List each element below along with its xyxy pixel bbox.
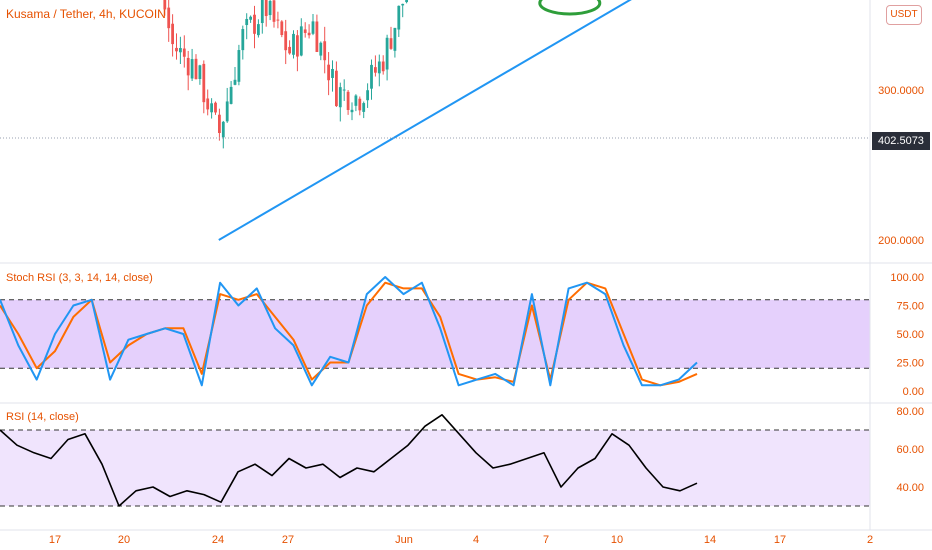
rsi-axis-tick: 60.00 xyxy=(896,444,924,456)
time-axis-tick: 17 xyxy=(49,534,61,546)
candle-body xyxy=(210,103,213,113)
price-axis-tick: 200.0000 xyxy=(878,235,924,247)
stoch-axis-tick: 75.00 xyxy=(896,301,924,313)
candle-body xyxy=(338,87,342,108)
candle-body xyxy=(311,21,315,34)
time-axis-tick: 2 xyxy=(867,534,873,546)
candle-body xyxy=(245,18,249,26)
stoch-axis-tick: 0.00 xyxy=(903,386,924,398)
candle-body xyxy=(276,19,280,21)
stoch-k-line xyxy=(0,276,698,387)
stoch-axis-tick: 50.00 xyxy=(896,329,924,341)
candle-body xyxy=(319,42,323,56)
stoch-axis-tick: 25.00 xyxy=(896,358,924,370)
candle-body xyxy=(331,68,334,78)
candle-body xyxy=(292,33,295,55)
candle-body xyxy=(179,48,182,53)
candle-body xyxy=(260,0,264,24)
candle-body xyxy=(354,95,358,106)
price-panel xyxy=(163,0,632,241)
candle-body xyxy=(393,27,397,51)
candles xyxy=(163,0,408,149)
candle-body xyxy=(303,29,307,33)
candle-body xyxy=(163,0,167,10)
candle-body xyxy=(288,46,291,54)
candle-body xyxy=(405,0,408,3)
candle-body xyxy=(186,57,190,76)
candle-body xyxy=(377,61,381,74)
candle-body xyxy=(221,121,225,138)
candle-body xyxy=(327,64,330,81)
candle-body xyxy=(315,21,319,52)
candle-body xyxy=(401,3,405,6)
candle-body xyxy=(358,98,362,111)
candle-body xyxy=(346,91,350,110)
candle-body xyxy=(229,86,233,104)
time-axis-tick: 27 xyxy=(282,534,294,546)
candle-body xyxy=(214,102,217,113)
candle-body xyxy=(268,0,272,16)
time-axis-tick: 17 xyxy=(774,534,786,546)
time-axis-tick: 14 xyxy=(704,534,716,546)
candle-body xyxy=(198,65,202,79)
candle-body xyxy=(257,24,260,36)
candle-body xyxy=(272,0,276,22)
rsi-band-fill xyxy=(0,430,870,506)
trendline-lower xyxy=(218,0,632,241)
last-price-label: 402.5073 xyxy=(872,132,930,150)
candle-body xyxy=(366,90,369,101)
candle-body xyxy=(381,61,385,72)
candle-body xyxy=(202,63,206,103)
candle-body xyxy=(206,98,210,110)
candle-body xyxy=(362,103,366,112)
candle-body xyxy=(233,79,237,85)
candle-body xyxy=(190,59,194,79)
candle-body xyxy=(374,67,377,73)
candle-body xyxy=(299,26,303,56)
candle-body xyxy=(280,21,284,36)
time-axis-tick: 20 xyxy=(118,534,130,546)
time-axis-tick: 4 xyxy=(473,534,479,546)
candle-body xyxy=(264,0,268,17)
candle-body xyxy=(389,38,393,49)
rsi-label[interactable]: RSI (14, close) xyxy=(6,411,79,423)
candle-body xyxy=(175,47,178,52)
candle-body xyxy=(182,48,186,57)
currency-selector[interactable]: USDT xyxy=(886,5,922,25)
candle-body xyxy=(323,41,327,61)
candle-body xyxy=(370,64,373,89)
candle-body xyxy=(335,70,338,107)
candle-body xyxy=(342,89,346,91)
candle-body xyxy=(167,7,171,29)
candle-body xyxy=(350,109,354,113)
candle-body xyxy=(307,32,311,36)
time-axis-tick: Jun xyxy=(395,534,413,546)
chart-title: Kusama / Tether, 4h, KUCOIN xyxy=(6,7,166,21)
candle-body xyxy=(218,114,221,134)
price-axis-tick: 300.0000 xyxy=(878,85,924,97)
candle-body xyxy=(284,31,288,51)
time-axis-tick: 10 xyxy=(611,534,623,546)
time-axis-tick: 24 xyxy=(212,534,224,546)
candle-body xyxy=(225,101,229,122)
highlight-ellipse xyxy=(538,0,602,16)
stoch-rsi-label[interactable]: Stoch RSI (3, 3, 14, 14, close) xyxy=(6,272,153,284)
candle-body xyxy=(385,37,389,70)
candle-body xyxy=(296,35,299,57)
candle-body xyxy=(397,5,401,30)
candle-body xyxy=(194,58,198,80)
rsi-axis-tick: 40.00 xyxy=(896,482,924,494)
candle-body xyxy=(249,16,252,20)
candle-body xyxy=(241,29,245,51)
stoch-axis-tick: 100.00 xyxy=(890,272,924,284)
candle-body xyxy=(253,14,256,34)
rsi-axis-tick: 80.00 xyxy=(896,406,924,418)
rsi-line xyxy=(0,413,698,507)
time-axis-tick: 7 xyxy=(543,534,549,546)
candle-body xyxy=(171,23,174,45)
candle-body xyxy=(237,50,241,82)
